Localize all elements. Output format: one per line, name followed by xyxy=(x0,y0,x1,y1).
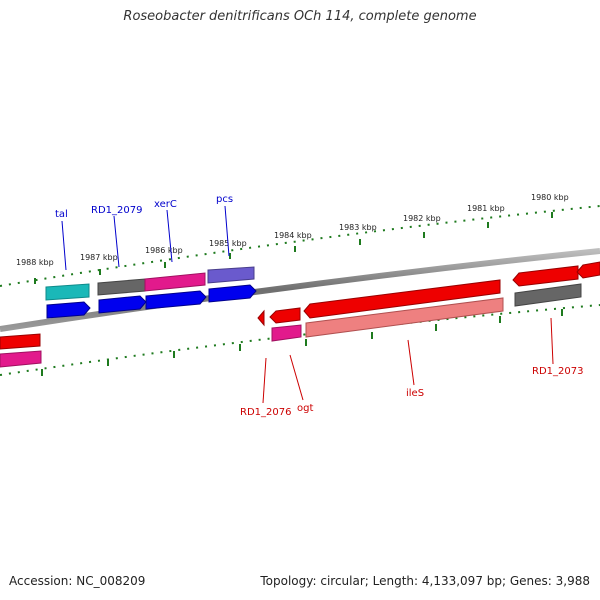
cds-blue-4[interactable] xyxy=(208,284,257,303)
scale-label-1986: 1986 kbp xyxy=(145,246,183,255)
gene-label-rd1-2076[interactable]: RD1_2076 xyxy=(240,407,291,418)
gene-label-tal[interactable]: tal xyxy=(55,209,68,220)
reverse-label-leaders xyxy=(262,317,554,404)
gene-label-xerc[interactable]: xerC xyxy=(154,199,177,210)
cds-blue-2[interactable] xyxy=(98,295,147,314)
gene-label-rd1-2079[interactable]: RD1_2079 xyxy=(91,205,142,216)
gene-label-iles[interactable]: ileS xyxy=(406,388,424,399)
inner-major-ticks xyxy=(41,309,563,376)
gene-left-edge-magenta[interactable] xyxy=(0,350,42,368)
outer-major-ticks xyxy=(34,212,553,284)
scale-label-1980: 1980 kbp xyxy=(531,193,569,202)
scale-label-1987: 1987 kbp xyxy=(80,253,118,262)
genome-backbone xyxy=(0,248,600,332)
accession-text: Accession: NC_008209 xyxy=(9,574,146,588)
gene-pcs-purple[interactable] xyxy=(207,266,255,284)
cds-blue-1[interactable] xyxy=(46,301,91,319)
gene-ogt-magenta[interactable] xyxy=(271,324,302,342)
gene-rd1-2079-gray[interactable] xyxy=(97,278,146,296)
gene-rd1-2076-cds[interactable] xyxy=(257,309,265,327)
gene-xerc-magenta[interactable] xyxy=(144,272,206,292)
outer-scale-track xyxy=(0,205,600,287)
gene-rd1-2073-gray[interactable] xyxy=(514,283,582,307)
gene-label-rd1-2073[interactable]: RD1_2073 xyxy=(532,366,583,377)
genome-stats-text: Topology: circular; Length: 4,133,097 bp… xyxy=(260,574,590,588)
cds-blue-3[interactable] xyxy=(145,290,207,310)
scale-label-1983: 1983 kbp xyxy=(339,223,377,232)
genome-title: Roseobacter denitrificans OCh 114, compl… xyxy=(123,9,477,24)
forward-label-leaders xyxy=(61,205,230,271)
gene-label-ogt[interactable]: ogt xyxy=(297,403,313,414)
gene-ogt-cds[interactable] xyxy=(269,307,301,324)
gene-tal-teal[interactable] xyxy=(45,283,90,301)
gene-rd1-2073-cds[interactable] xyxy=(512,265,579,287)
gene-right-edge-cds[interactable] xyxy=(576,261,600,279)
gene-iles-cds[interactable] xyxy=(303,279,501,319)
scale-label-1982: 1982 kbp xyxy=(403,214,441,223)
scale-label-1984: 1984 kbp xyxy=(274,231,312,240)
scale-label-1981: 1981 kbp xyxy=(467,204,505,213)
gene-label-pcs[interactable]: pcs xyxy=(216,194,233,205)
gene-iles-salmon[interactable] xyxy=(305,297,504,338)
scale-label-1988: 1988 kbp xyxy=(16,258,54,267)
gene-left-edge-cds[interactable] xyxy=(0,333,41,350)
